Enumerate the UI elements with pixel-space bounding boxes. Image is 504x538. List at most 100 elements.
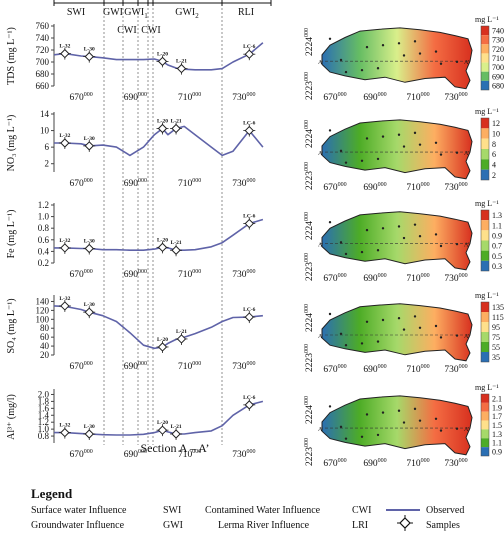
colorbar-label: 75: [492, 333, 500, 342]
colorbar-segment: [481, 420, 489, 430]
colorbar-segment: [481, 159, 489, 170]
colorbar-segment: [481, 169, 489, 180]
x-tick-label: 670000: [70, 92, 93, 103]
map-region: [321, 303, 473, 362]
sample-marker-l-20: [156, 122, 169, 135]
colorbar-label: 740: [492, 27, 504, 36]
chart-panel-5: 0.81.01.21.41.61.82.0 Al³⁺ (mg/l) 670000 69…: [6, 389, 264, 460]
y-tick-label: 0.8: [38, 431, 50, 441]
section-end-a: A: [318, 60, 323, 66]
zone-label: RLI: [238, 7, 254, 18]
y-tick-label: 0.2: [38, 258, 49, 268]
sample-point: [402, 145, 406, 148]
sample-point: [328, 312, 332, 316]
colorbar-label: 6: [492, 150, 496, 159]
sample-point: [439, 62, 443, 65]
sample-point: [360, 342, 364, 345]
x-tick-label: 730000: [232, 269, 255, 280]
y-tick-label: 80: [40, 323, 50, 333]
sample-marker-l-30: [83, 139, 96, 152]
sample-label: L-20: [157, 237, 168, 243]
sample-point: [344, 252, 348, 256]
colorbar-segment: [481, 302, 489, 312]
y-tick-label: 1.6: [38, 403, 50, 413]
map-panel-1: A A’ 670000 690000 710000 730000 2224000 222300…: [304, 15, 504, 103]
y-tick-label: 660: [36, 81, 50, 91]
sample-point: [360, 68, 364, 72]
section-end-a-prime: A’: [464, 151, 470, 157]
sample-label: LC-6: [243, 44, 255, 50]
colorbar-label: 0.5: [492, 252, 502, 261]
y-tick-label: 140: [36, 296, 50, 306]
colorbar-segment: [481, 53, 489, 63]
sample-marker-lc-6: [243, 48, 256, 61]
sample-point: [365, 320, 369, 323]
sample-label: LC-6: [243, 121, 255, 127]
sample-point: [418, 326, 422, 329]
y-tick-label: 14: [40, 109, 50, 119]
y-tick-label: 1.2: [38, 200, 49, 210]
sample-label: L-32: [59, 423, 70, 429]
x-tick-label: 730000: [232, 449, 255, 460]
y-tick-label: 40: [40, 341, 50, 351]
sample-marker-lc-6: [243, 217, 256, 230]
sample-point: [413, 315, 417, 318]
sample-marker-l-32: [58, 426, 71, 439]
section-end-a-prime: A’: [464, 334, 470, 340]
sample-point: [365, 413, 369, 416]
colorbar-label: 8: [492, 140, 496, 149]
section-end-a: A: [318, 334, 323, 340]
chart-panel-3: 0.2 0.40.6 0.81.0 1.2 Fe (mg L⁻¹) 670000 69000…: [6, 200, 264, 280]
contour-maps: A A’ 670000 690000 710000 730000 2224000 222300…: [304, 15, 504, 469]
sample-point: [455, 427, 459, 430]
sample-marker-l-21: [170, 427, 183, 440]
sample-point: [360, 250, 364, 254]
sample-point: [381, 411, 385, 414]
sample-marker-l-30: [83, 242, 96, 255]
map-y-label: 2224000: [304, 396, 315, 424]
y-tick-label: 60: [40, 332, 50, 342]
colorbar-label: 730: [492, 36, 504, 45]
map-y-label: 2224000: [304, 28, 315, 56]
sample-point: [381, 44, 385, 47]
y-tick-label: 700: [36, 57, 50, 67]
map-y-label: 2224000: [304, 304, 315, 332]
colorbar-segment: [481, 322, 489, 332]
sample-point: [397, 409, 401, 412]
map-x-label: 710000: [406, 92, 429, 103]
colorbar-label: 690: [492, 72, 504, 81]
map-x-label: 690000: [363, 364, 386, 375]
sample-point: [381, 318, 385, 322]
colorbar-label: 4: [492, 161, 496, 170]
colorbar-segment: [481, 35, 489, 45]
sample-marker-l-21: [170, 244, 183, 257]
sample-marker-l-21: [175, 62, 188, 75]
y-tick-label: 10: [40, 126, 50, 136]
sample-marker-l-32: [58, 241, 71, 254]
sample-point: [360, 435, 364, 438]
map-panel-2: A A’ 670000 690000 710000 730000 2224000 222300…: [304, 107, 500, 193]
sample-point: [365, 137, 369, 140]
y-tick-label: 720: [36, 45, 50, 55]
sample-point: [376, 157, 380, 161]
sample-point: [339, 425, 343, 429]
colorbar-segment: [481, 220, 489, 231]
colorbar-label: 115: [492, 313, 504, 322]
colorbar-label: 0.7: [492, 242, 502, 251]
sample-marker-l-30: [83, 427, 96, 440]
colorbar-unit: mg L⁻¹: [475, 15, 499, 24]
map-y-label: 2223000: [304, 438, 315, 466]
x-tick-label: 710000: [178, 92, 201, 103]
map-y-label: 2224000: [304, 212, 315, 240]
sample-point: [365, 45, 369, 49]
colorbar-label: 1.9: [492, 403, 502, 412]
sample-marker-l-30: [83, 306, 96, 319]
map-x-label: 730000: [444, 458, 467, 469]
sample-point: [402, 54, 406, 57]
sample-label: L-20: [157, 337, 168, 343]
sample-marker-lc-6: [243, 398, 256, 411]
zone-label-cwi: CWI: [141, 25, 160, 36]
colorbar-label: 95: [492, 323, 500, 332]
map-x-label: 670000: [323, 182, 346, 193]
colorbar-segment: [481, 429, 489, 439]
